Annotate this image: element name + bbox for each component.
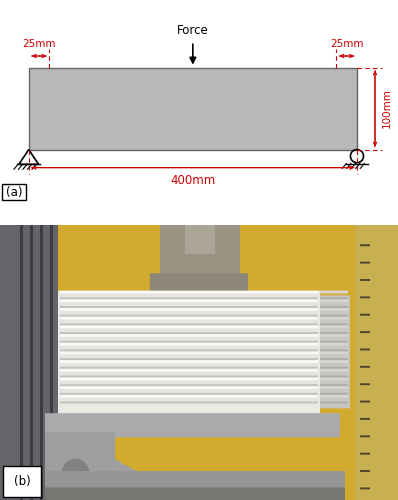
Text: (b): (b) xyxy=(14,475,30,488)
Text: (a): (a) xyxy=(6,186,22,198)
Text: 400mm: 400mm xyxy=(170,174,215,187)
Text: Force: Force xyxy=(177,24,209,37)
Bar xyxy=(29,68,357,150)
FancyBboxPatch shape xyxy=(2,184,26,200)
FancyBboxPatch shape xyxy=(3,466,41,498)
Text: 25mm: 25mm xyxy=(22,40,56,50)
Text: 100mm: 100mm xyxy=(382,88,392,128)
Text: 25mm: 25mm xyxy=(330,40,363,50)
